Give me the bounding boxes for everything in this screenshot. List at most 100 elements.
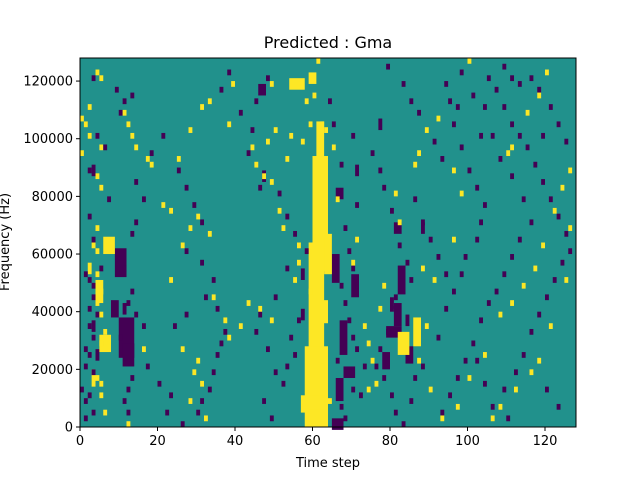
low-value-block: [393, 303, 402, 327]
low-value-cell: [343, 225, 348, 231]
low-value-cell: [506, 415, 511, 422]
low-value-cell: [83, 363, 88, 370]
high-value-block: [95, 279, 104, 304]
low-value-cell: [126, 300, 131, 306]
low-value-cell: [204, 294, 208, 301]
x-tick-label: 40: [227, 434, 244, 449]
high-value-cell: [335, 196, 340, 203]
low-value-cell: [359, 392, 363, 399]
high-value-cell: [459, 190, 464, 197]
low-value-cell: [80, 386, 84, 393]
low-value-cell: [184, 184, 189, 191]
high-value-cell: [397, 219, 402, 226]
high-value-cell: [80, 150, 84, 157]
low-value-cell: [355, 346, 360, 353]
plot-frame: [79, 57, 577, 428]
low-value-cell: [258, 184, 263, 191]
high-value-cell: [169, 277, 174, 283]
low-value-cell: [250, 127, 255, 133]
low-value-cell: [347, 317, 352, 324]
high-value-cell: [378, 305, 383, 312]
low-value-cell: [126, 409, 131, 416]
high-value-block: [308, 72, 317, 84]
low-value-cell: [483, 380, 487, 387]
low-value-cell: [463, 357, 468, 364]
low-value-cell: [521, 196, 526, 203]
high-value-cell: [126, 121, 131, 128]
high-value-cell: [122, 109, 127, 116]
low-value-cell: [351, 265, 356, 272]
high-value-cell: [99, 392, 104, 399]
high-value-cell: [200, 380, 205, 387]
high-value-cell: [324, 127, 329, 133]
low-value-cell: [459, 69, 464, 76]
low-value-cell: [417, 109, 422, 116]
low-value-cell: [448, 392, 453, 399]
low-value-cell: [386, 63, 391, 70]
low-value-cell: [351, 132, 356, 139]
low-value-cell: [390, 207, 394, 214]
high-value-cell: [331, 144, 336, 151]
low-value-cell: [273, 294, 278, 301]
high-value-cell: [273, 127, 278, 133]
low-value-cell: [444, 81, 449, 87]
low-value-cell: [91, 75, 96, 82]
low-value-cell: [541, 179, 546, 185]
low-value-cell: [463, 254, 468, 260]
low-value-cell: [355, 202, 360, 208]
high-value-cell: [467, 58, 472, 64]
low-value-cell: [343, 300, 348, 306]
low-value-cell: [351, 334, 356, 341]
low-value-block: [378, 118, 383, 131]
low-value-cell: [533, 161, 538, 168]
low-value-cell: [548, 196, 553, 203]
high-value-cell: [211, 294, 216, 301]
low-value-cell: [130, 288, 135, 295]
high-value-cell: [188, 225, 193, 231]
low-value-cell: [215, 305, 220, 312]
high-value-cell: [374, 380, 379, 387]
high-value-cell: [452, 167, 456, 174]
low-value-cell: [238, 109, 243, 116]
high-value-cell: [83, 121, 88, 128]
high-value-cell: [188, 398, 193, 404]
low-value-block: [343, 366, 356, 378]
low-value-cell: [490, 132, 495, 139]
low-value-cell: [149, 150, 154, 157]
low-value-cell: [130, 230, 135, 237]
low-value-cell: [227, 69, 232, 76]
high-value-cell: [285, 156, 290, 162]
high-value-cell: [324, 375, 329, 381]
low-value-cell: [514, 369, 518, 376]
low-value-cell: [293, 352, 298, 358]
high-value-cell: [297, 242, 301, 249]
high-value-cell: [521, 282, 526, 289]
high-value-cell: [169, 207, 174, 214]
low-value-block: [335, 377, 344, 402]
chart-title: Predicted : Gma: [264, 33, 392, 52]
low-value-cell: [200, 398, 205, 404]
low-value-block: [95, 349, 100, 361]
low-value-cell: [556, 121, 561, 128]
low-value-block: [335, 187, 344, 200]
low-value-cell: [304, 248, 309, 255]
low-value-cell: [510, 254, 515, 260]
low-value-cell: [517, 236, 522, 243]
low-value-block: [390, 297, 394, 309]
low-value-block: [382, 352, 390, 370]
low-value-cell: [83, 398, 88, 404]
low-value-cell: [200, 219, 205, 226]
high-value-cell: [262, 173, 267, 180]
low-value-block: [91, 320, 96, 332]
low-value-cell: [184, 248, 189, 255]
low-value-cell: [479, 219, 484, 226]
low-value-cell: [114, 86, 119, 93]
low-value-cell: [91, 409, 96, 416]
low-value-block: [397, 265, 406, 295]
high-value-block: [289, 78, 305, 90]
low-value-cell: [502, 271, 507, 278]
low-value-cell: [169, 392, 174, 399]
y-tick-label: 0: [65, 421, 73, 436]
high-value-cell: [382, 282, 387, 289]
low-value-cell: [436, 334, 441, 341]
